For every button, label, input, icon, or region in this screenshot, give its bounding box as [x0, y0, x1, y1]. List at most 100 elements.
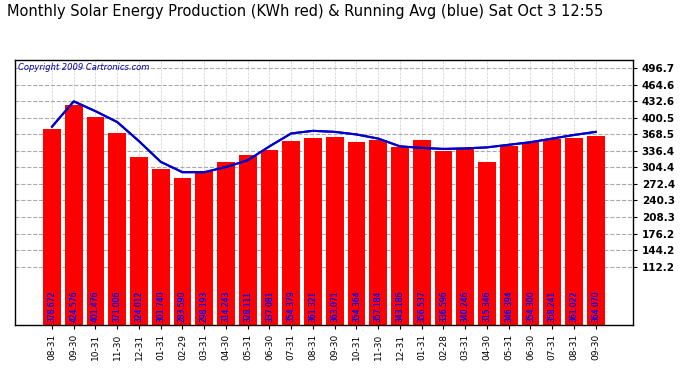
Text: 357.184: 357.184 — [374, 291, 383, 322]
Bar — [43, 129, 61, 325]
Text: 356.537: 356.537 — [417, 291, 426, 322]
Bar — [413, 140, 431, 325]
Text: 315.346: 315.346 — [482, 291, 491, 322]
Bar — [86, 117, 104, 325]
Bar — [391, 147, 409, 325]
Bar — [348, 141, 366, 325]
Bar — [348, 141, 366, 325]
Bar — [130, 157, 148, 325]
Text: 354.379: 354.379 — [287, 291, 296, 322]
Text: 301.740: 301.740 — [156, 291, 165, 322]
Bar — [369, 140, 387, 325]
Bar — [304, 138, 322, 325]
Text: 337.081: 337.081 — [265, 291, 274, 322]
Bar — [108, 133, 126, 325]
Bar — [174, 178, 191, 325]
Text: 361.022: 361.022 — [569, 291, 578, 322]
Bar — [130, 157, 148, 325]
Text: 378.672: 378.672 — [48, 291, 57, 322]
Bar — [261, 150, 278, 325]
Bar — [108, 133, 126, 325]
Text: 354.364: 354.364 — [352, 291, 361, 322]
Text: 356.537: 356.537 — [417, 291, 426, 322]
Text: 314.243: 314.243 — [221, 291, 230, 322]
Bar — [522, 141, 540, 325]
Bar — [152, 169, 170, 325]
Bar — [391, 147, 409, 325]
Text: 354.300: 354.300 — [526, 291, 535, 322]
Bar — [500, 146, 518, 325]
Text: 354.300: 354.300 — [526, 291, 535, 322]
Text: 301.740: 301.740 — [156, 291, 165, 322]
Bar — [456, 149, 474, 325]
Text: 401.476: 401.476 — [91, 291, 100, 322]
Text: Copyright 2009 Cartronics.com: Copyright 2009 Cartronics.com — [18, 63, 150, 72]
Bar — [217, 162, 235, 325]
Text: 324.012: 324.012 — [135, 291, 144, 322]
Bar — [239, 155, 257, 325]
Text: 371.006: 371.006 — [112, 291, 121, 322]
Text: 340.246: 340.246 — [461, 291, 470, 322]
Text: 298.193: 298.193 — [199, 291, 209, 322]
Bar — [239, 155, 257, 325]
Bar — [543, 140, 561, 325]
Text: 315.346: 315.346 — [482, 291, 491, 322]
Bar — [261, 150, 278, 325]
Bar — [217, 162, 235, 325]
Text: 354.379: 354.379 — [287, 291, 296, 322]
Bar — [586, 136, 604, 325]
Bar — [435, 151, 453, 325]
Text: 328.111: 328.111 — [244, 291, 253, 322]
Text: 361.321: 361.321 — [308, 291, 317, 322]
Bar — [369, 140, 387, 325]
Text: 363.071: 363.071 — [331, 291, 339, 322]
Bar — [586, 136, 604, 325]
Bar — [565, 138, 583, 325]
Bar — [456, 149, 474, 325]
Text: Monthly Solar Energy Production (KWh red) & Running Avg (blue) Sat Oct 3 12:55: Monthly Solar Energy Production (KWh red… — [7, 4, 603, 19]
Bar — [565, 138, 583, 325]
Text: 364.070: 364.070 — [591, 291, 600, 322]
Text: 378.672: 378.672 — [48, 291, 57, 322]
Bar — [326, 137, 344, 325]
Text: 346.394: 346.394 — [504, 291, 513, 322]
Bar — [174, 178, 191, 325]
Bar — [65, 105, 83, 325]
Bar — [500, 146, 518, 325]
Text: 401.476: 401.476 — [91, 291, 100, 322]
Bar — [326, 137, 344, 325]
Text: 364.070: 364.070 — [591, 291, 600, 322]
Text: 283.590: 283.590 — [178, 291, 187, 322]
Text: 358.241: 358.241 — [548, 291, 557, 322]
Bar — [152, 169, 170, 325]
Text: 328.111: 328.111 — [244, 291, 253, 322]
Bar — [195, 171, 213, 325]
Text: 336.596: 336.596 — [439, 291, 448, 322]
Text: 358.241: 358.241 — [548, 291, 557, 322]
Text: 361.321: 361.321 — [308, 291, 317, 322]
Text: 424.576: 424.576 — [69, 291, 78, 322]
Text: 371.006: 371.006 — [112, 291, 121, 322]
Bar — [195, 171, 213, 325]
Bar — [65, 105, 83, 325]
Bar — [478, 162, 496, 325]
Text: 324.012: 324.012 — [135, 291, 144, 322]
Text: 346.394: 346.394 — [504, 291, 513, 322]
Text: 354.364: 354.364 — [352, 291, 361, 322]
Text: 424.576: 424.576 — [69, 291, 78, 322]
Text: 343.186: 343.186 — [395, 291, 404, 322]
Text: 298.193: 298.193 — [199, 291, 209, 322]
Bar — [478, 162, 496, 325]
Bar — [522, 141, 540, 325]
Bar — [282, 141, 300, 325]
Bar — [543, 140, 561, 325]
Bar — [282, 141, 300, 325]
Text: 336.596: 336.596 — [439, 291, 448, 322]
Bar — [86, 117, 104, 325]
Text: 361.022: 361.022 — [569, 291, 578, 322]
Text: 340.246: 340.246 — [461, 291, 470, 322]
Bar — [413, 140, 431, 325]
Text: 314.243: 314.243 — [221, 291, 230, 322]
Bar — [435, 151, 453, 325]
Bar — [43, 129, 61, 325]
